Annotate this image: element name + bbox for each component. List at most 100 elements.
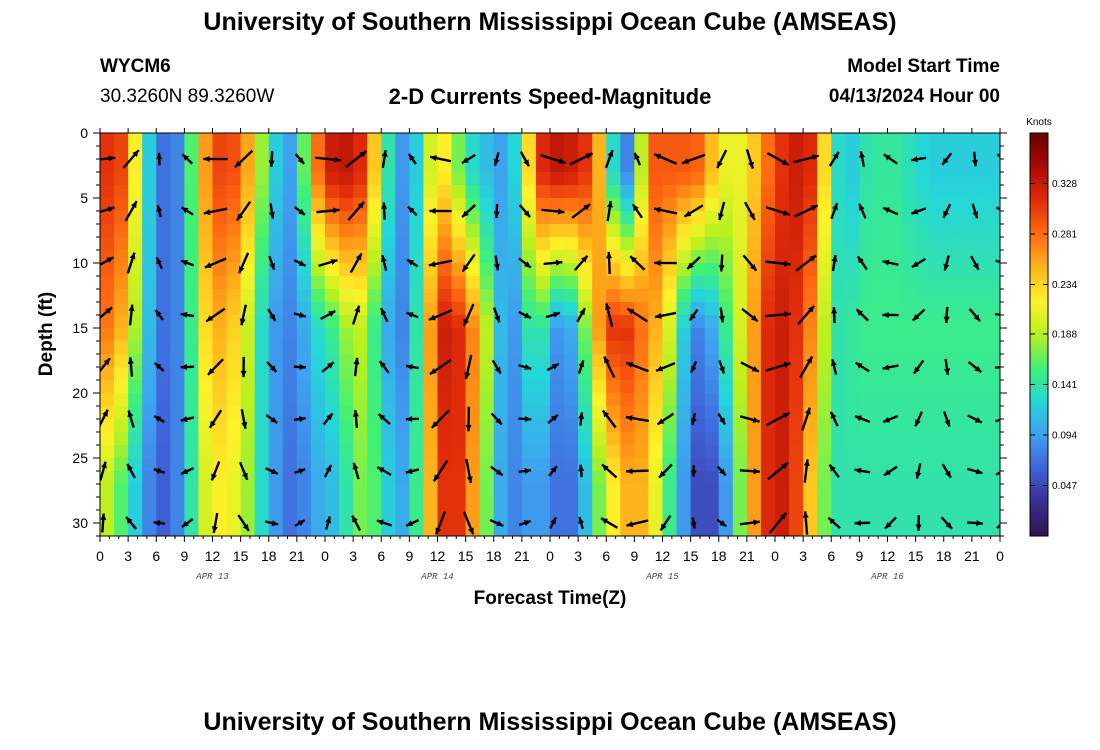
heatmap-cell bbox=[100, 367, 115, 381]
heatmap-cell bbox=[592, 471, 607, 485]
heatmap-cell bbox=[845, 328, 860, 342]
heatmap-cell bbox=[690, 198, 706, 212]
heatmap-cell bbox=[718, 159, 734, 173]
heatmap-cell bbox=[789, 510, 804, 524]
heatmap-cell bbox=[240, 341, 256, 355]
heatmap-cell bbox=[367, 276, 382, 290]
heatmap-cell bbox=[676, 354, 692, 368]
heatmap-cell bbox=[240, 315, 256, 329]
heatmap-cell bbox=[859, 523, 875, 536]
heatmap-cell bbox=[535, 471, 551, 485]
heatmap-cell bbox=[704, 484, 720, 498]
heatmap-cell bbox=[395, 354, 410, 368]
heatmap-cell bbox=[142, 419, 157, 433]
vector-head bbox=[297, 157, 305, 164]
heatmap-cell bbox=[240, 432, 256, 446]
heatmap-cell bbox=[409, 172, 425, 186]
heatmap-cell bbox=[957, 159, 973, 173]
heatmap-cell bbox=[550, 432, 565, 446]
current-vector bbox=[376, 519, 393, 527]
y-tick-label: 15 bbox=[72, 320, 88, 336]
heatmap-cell bbox=[676, 419, 692, 433]
heatmap-cell bbox=[310, 198, 326, 212]
heatmap-cell bbox=[564, 237, 579, 251]
heatmap-cell bbox=[704, 471, 720, 485]
heatmap-cell bbox=[339, 250, 354, 264]
heatmap-cell bbox=[339, 185, 354, 199]
heatmap-cell bbox=[775, 484, 790, 498]
heatmap-cell bbox=[915, 250, 931, 264]
heatmap-cell bbox=[634, 328, 650, 342]
heatmap-cell bbox=[100, 328, 115, 342]
heatmap-cell bbox=[859, 211, 875, 225]
heatmap-cell bbox=[310, 250, 326, 264]
vector-head bbox=[156, 152, 163, 160]
heatmap-cell bbox=[156, 406, 171, 420]
heatmap-cell bbox=[100, 393, 115, 407]
heatmap-cell bbox=[381, 315, 396, 329]
heatmap-cell bbox=[128, 276, 143, 290]
vector-head bbox=[156, 204, 163, 212]
heatmap-cell bbox=[254, 224, 270, 238]
heatmap-cell bbox=[606, 393, 621, 407]
heatmap-cell bbox=[634, 354, 650, 368]
heatmap-cell bbox=[381, 133, 396, 147]
heatmap-cell bbox=[985, 367, 1000, 381]
heatmap-cell bbox=[648, 406, 664, 420]
heatmap-cell bbox=[915, 263, 931, 277]
heatmap-cell bbox=[254, 341, 270, 355]
heatmap-cell bbox=[226, 172, 242, 186]
heatmap-cell bbox=[873, 458, 889, 472]
heatmap-cell bbox=[746, 471, 762, 485]
heatmap-cell bbox=[845, 315, 860, 329]
heatmap-cell bbox=[212, 315, 228, 329]
heatmap-cell bbox=[184, 393, 200, 407]
vector-head bbox=[719, 520, 727, 527]
heatmap-cell bbox=[395, 419, 410, 433]
heatmap-cell bbox=[254, 510, 270, 524]
heatmap-cell bbox=[114, 354, 129, 368]
heatmap-cell bbox=[957, 289, 973, 303]
heatmap-cell bbox=[367, 419, 382, 433]
heatmap-cell bbox=[226, 198, 242, 212]
heatmap-cell bbox=[803, 419, 818, 433]
heatmap-cell bbox=[592, 406, 607, 420]
vector-head bbox=[915, 419, 921, 427]
heatmap-cell bbox=[550, 185, 565, 199]
heatmap-cell bbox=[156, 263, 171, 277]
current-vector bbox=[265, 414, 278, 424]
heatmap-cell bbox=[409, 432, 425, 446]
heatmap-cell bbox=[564, 432, 579, 446]
heatmap-cell bbox=[507, 367, 523, 381]
heatmap-cell bbox=[114, 263, 129, 277]
heatmap-cell bbox=[859, 406, 875, 420]
heatmap-cell bbox=[507, 198, 523, 212]
current-vector bbox=[491, 359, 502, 375]
vector-head bbox=[495, 469, 503, 476]
heatmap-cell bbox=[887, 328, 903, 342]
heatmap-cell bbox=[789, 276, 804, 290]
heatmap-cell bbox=[395, 302, 410, 316]
current-vector bbox=[831, 254, 838, 272]
heatmap-cell bbox=[690, 393, 706, 407]
vector-head bbox=[884, 521, 892, 529]
heatmap-cell bbox=[423, 211, 439, 225]
heatmap-cell bbox=[212, 341, 228, 355]
heatmap-cell bbox=[339, 393, 354, 407]
heatmap-cell bbox=[901, 445, 917, 459]
heatmap-cell bbox=[142, 237, 157, 251]
current-vector bbox=[153, 520, 166, 527]
current-vector bbox=[654, 259, 677, 267]
heatmap-cell bbox=[296, 237, 312, 251]
heatmap-cell bbox=[268, 328, 284, 342]
heatmap-cell bbox=[550, 224, 565, 238]
heatmap-cell bbox=[521, 341, 537, 355]
heatmap-cell bbox=[479, 471, 495, 485]
current-vector bbox=[180, 311, 195, 318]
heatmap-cell bbox=[901, 367, 917, 381]
heatmap-cell bbox=[268, 406, 284, 420]
current-vector bbox=[653, 206, 678, 215]
heatmap-cell bbox=[943, 289, 959, 303]
vector-head bbox=[181, 520, 189, 528]
x-tick-label: 6 bbox=[377, 548, 385, 564]
